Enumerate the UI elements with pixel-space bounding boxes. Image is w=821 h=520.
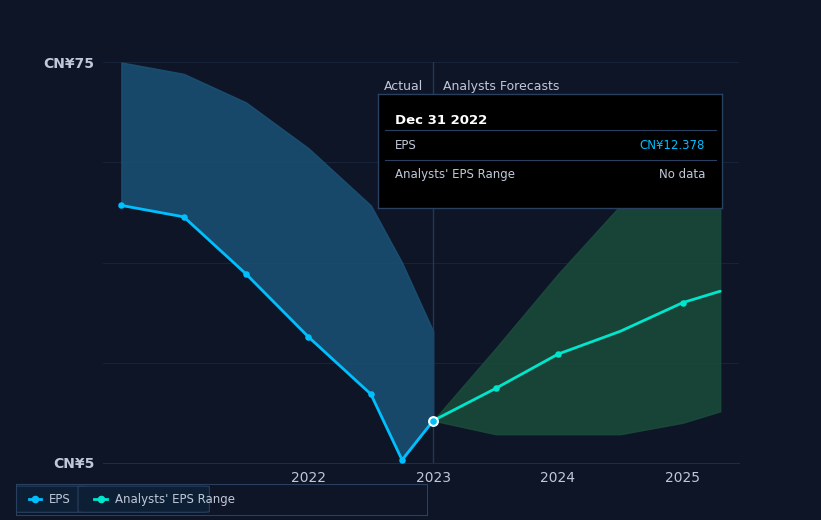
Point <box>94 495 107 503</box>
Text: EPS: EPS <box>395 139 416 152</box>
Point <box>302 333 315 341</box>
Text: Analysts Forecasts: Analysts Forecasts <box>443 80 560 93</box>
FancyBboxPatch shape <box>12 486 86 512</box>
Point <box>115 201 128 210</box>
FancyBboxPatch shape <box>78 486 209 512</box>
Point <box>552 350 565 358</box>
Point <box>28 495 41 503</box>
Point <box>677 298 690 307</box>
Text: EPS: EPS <box>49 493 71 505</box>
Text: Dec 31 2022: Dec 31 2022 <box>395 114 487 127</box>
Text: No data: No data <box>659 168 705 181</box>
Text: CN¥12.378: CN¥12.378 <box>640 139 705 152</box>
Point <box>396 456 409 464</box>
Text: Analysts' EPS Range: Analysts' EPS Range <box>115 493 235 505</box>
Point <box>240 270 253 278</box>
Text: Actual: Actual <box>384 80 424 93</box>
Point <box>177 213 190 221</box>
Point <box>489 384 502 393</box>
Point <box>427 417 440 425</box>
Text: Analysts' EPS Range: Analysts' EPS Range <box>395 168 515 181</box>
Point <box>365 390 378 398</box>
